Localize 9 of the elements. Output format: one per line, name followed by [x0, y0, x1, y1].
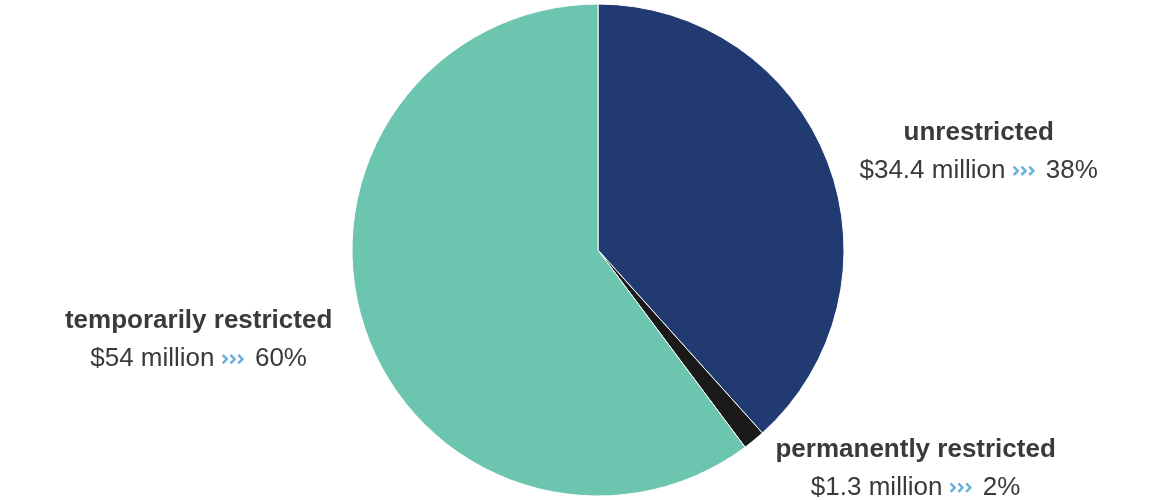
slice-label: unrestricted — [903, 115, 1054, 146]
slice-label: temporarily restricted — [64, 304, 333, 335]
text: 38% — [1045, 153, 1098, 184]
data-label: $1.3 million — [810, 470, 943, 500]
text: 60% — [254, 342, 307, 373]
data-label: $34.4 million — [859, 153, 1006, 184]
slice-label: permanently restricted — [775, 432, 1056, 463]
text: 2% — [982, 470, 1021, 500]
data-label: $54 million — [90, 342, 215, 373]
